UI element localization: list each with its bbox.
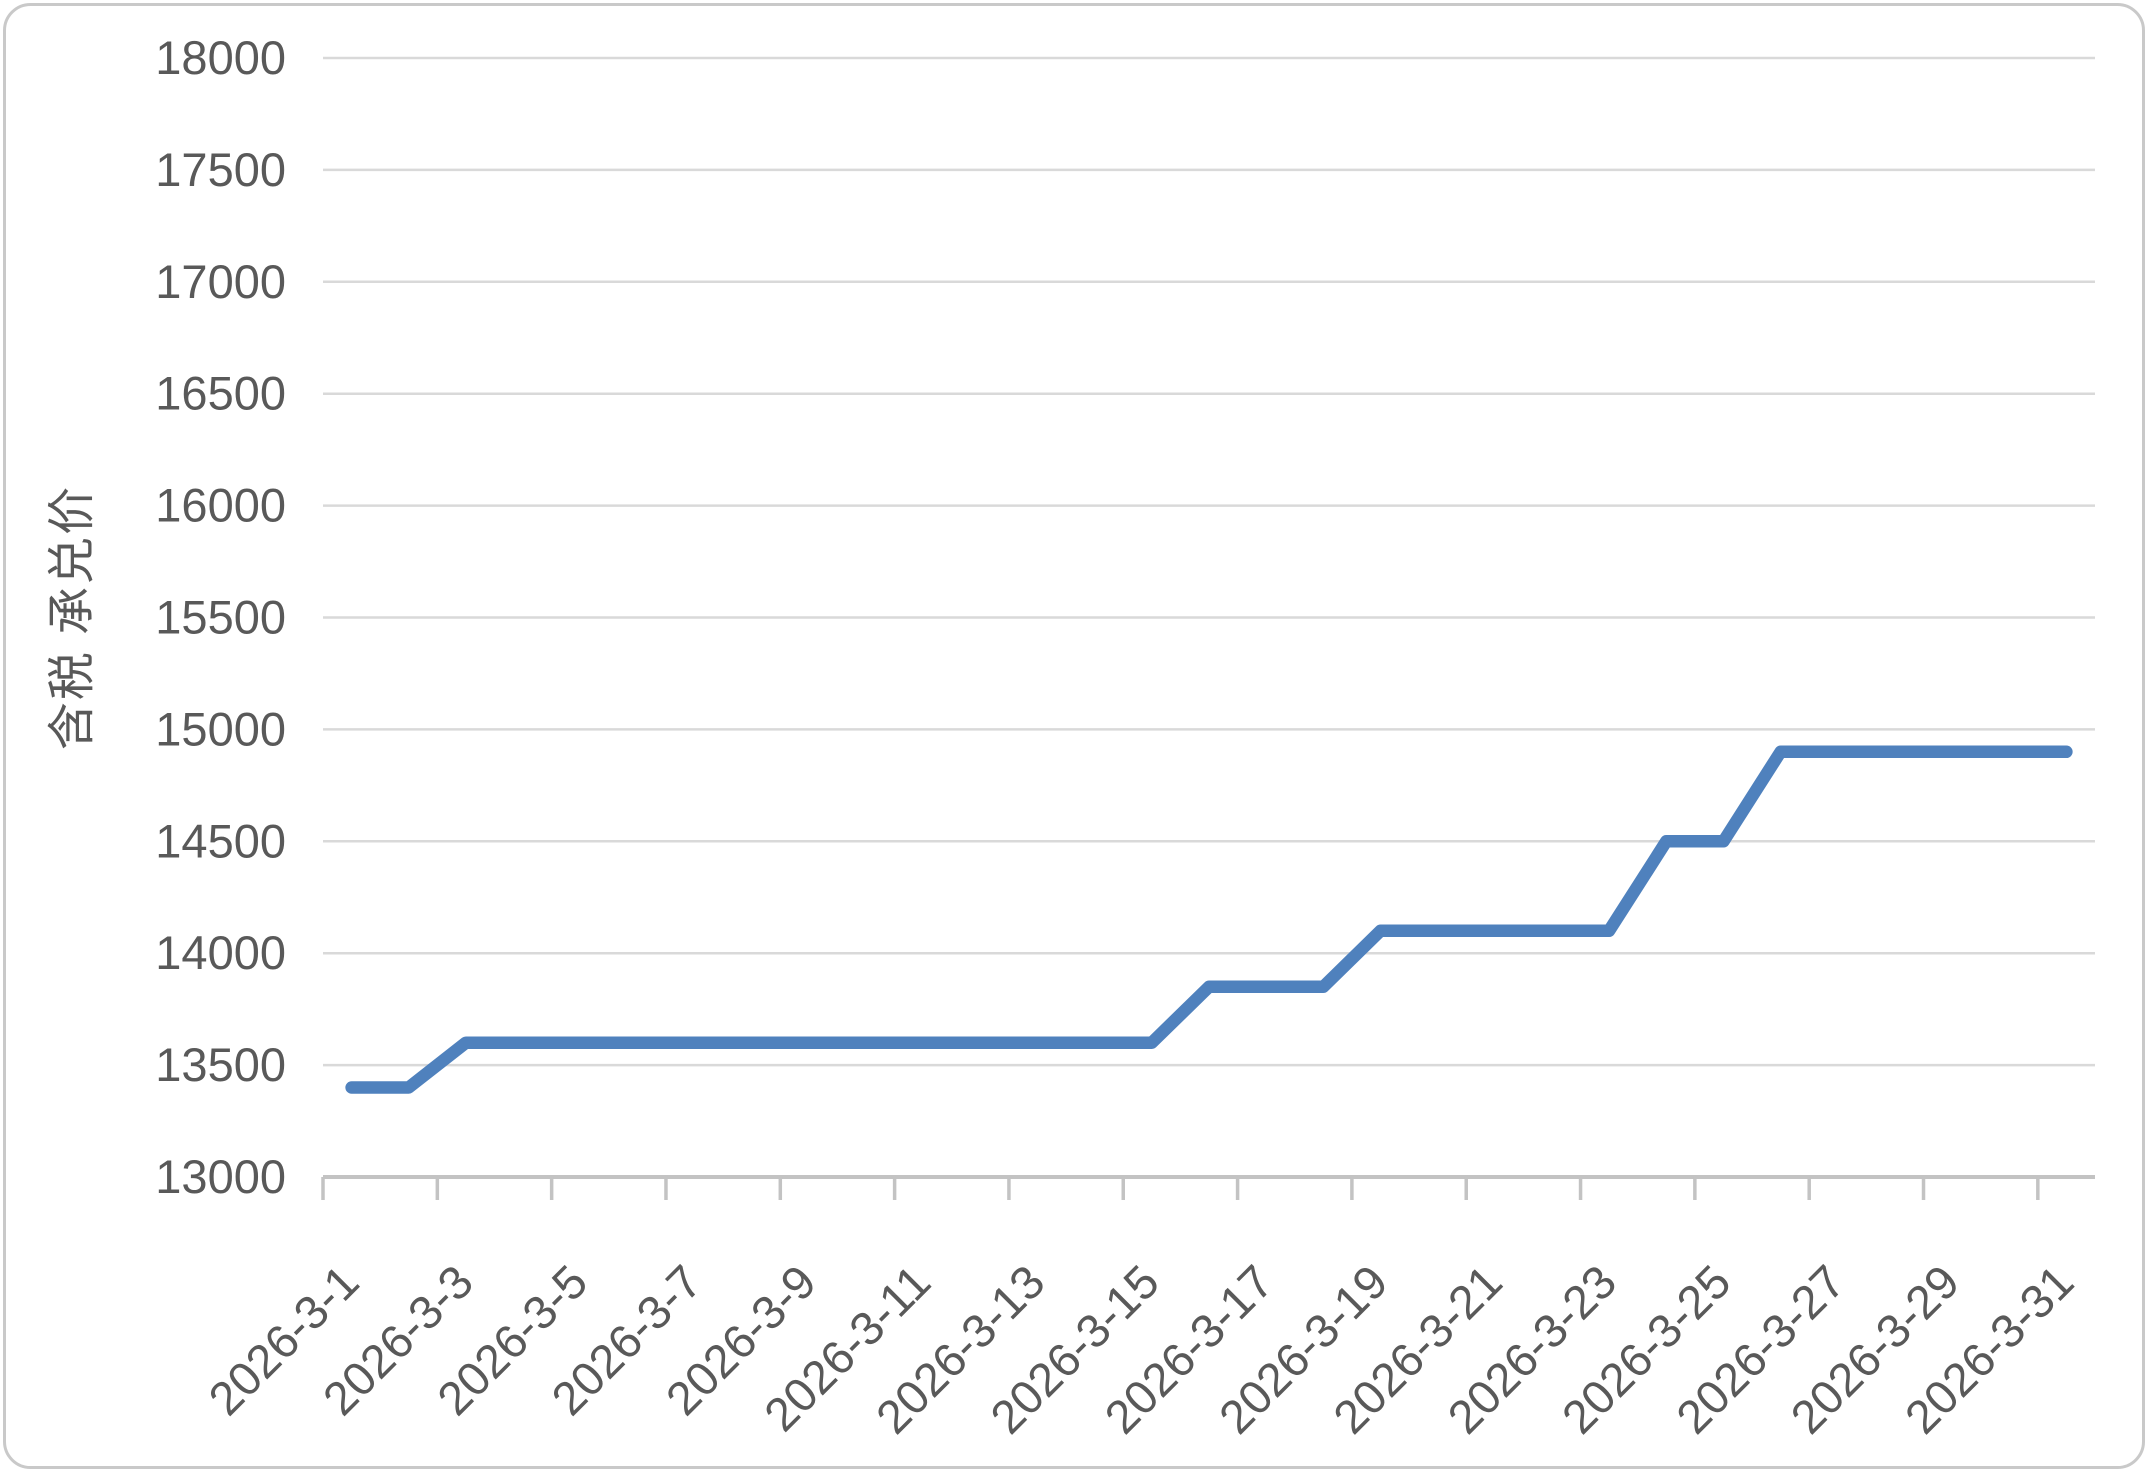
series-line — [345, 745, 2073, 1094]
y-tick-label: 14500 — [155, 814, 286, 867]
y-tick-label: 13000 — [155, 1150, 286, 1203]
y-axis-title: 含税 承兑价 — [46, 485, 99, 750]
y-tick-label: 13500 — [155, 1038, 286, 1091]
y-tick-label: 18000 — [155, 31, 286, 84]
y-tick-label: 15500 — [155, 591, 286, 644]
y-tick-label: 16000 — [155, 479, 286, 532]
chart-frame-border — [3, 3, 2145, 1469]
y-tick-label: 16500 — [155, 367, 286, 420]
gridlines — [323, 56, 2095, 1067]
price-series-line — [345, 745, 2073, 1094]
y-tick-label: 17000 — [155, 255, 286, 308]
y-tick-label: 15000 — [155, 702, 286, 755]
y-tick-label: 17500 — [155, 143, 286, 196]
y-tick-label: 14000 — [155, 926, 286, 979]
y-axis-tick-labels: 13000 13500 14000 14500 15000 15500 16000 16500… — [155, 31, 286, 1203]
x-axis-line-and-ticks — [321, 1175, 2095, 1200]
